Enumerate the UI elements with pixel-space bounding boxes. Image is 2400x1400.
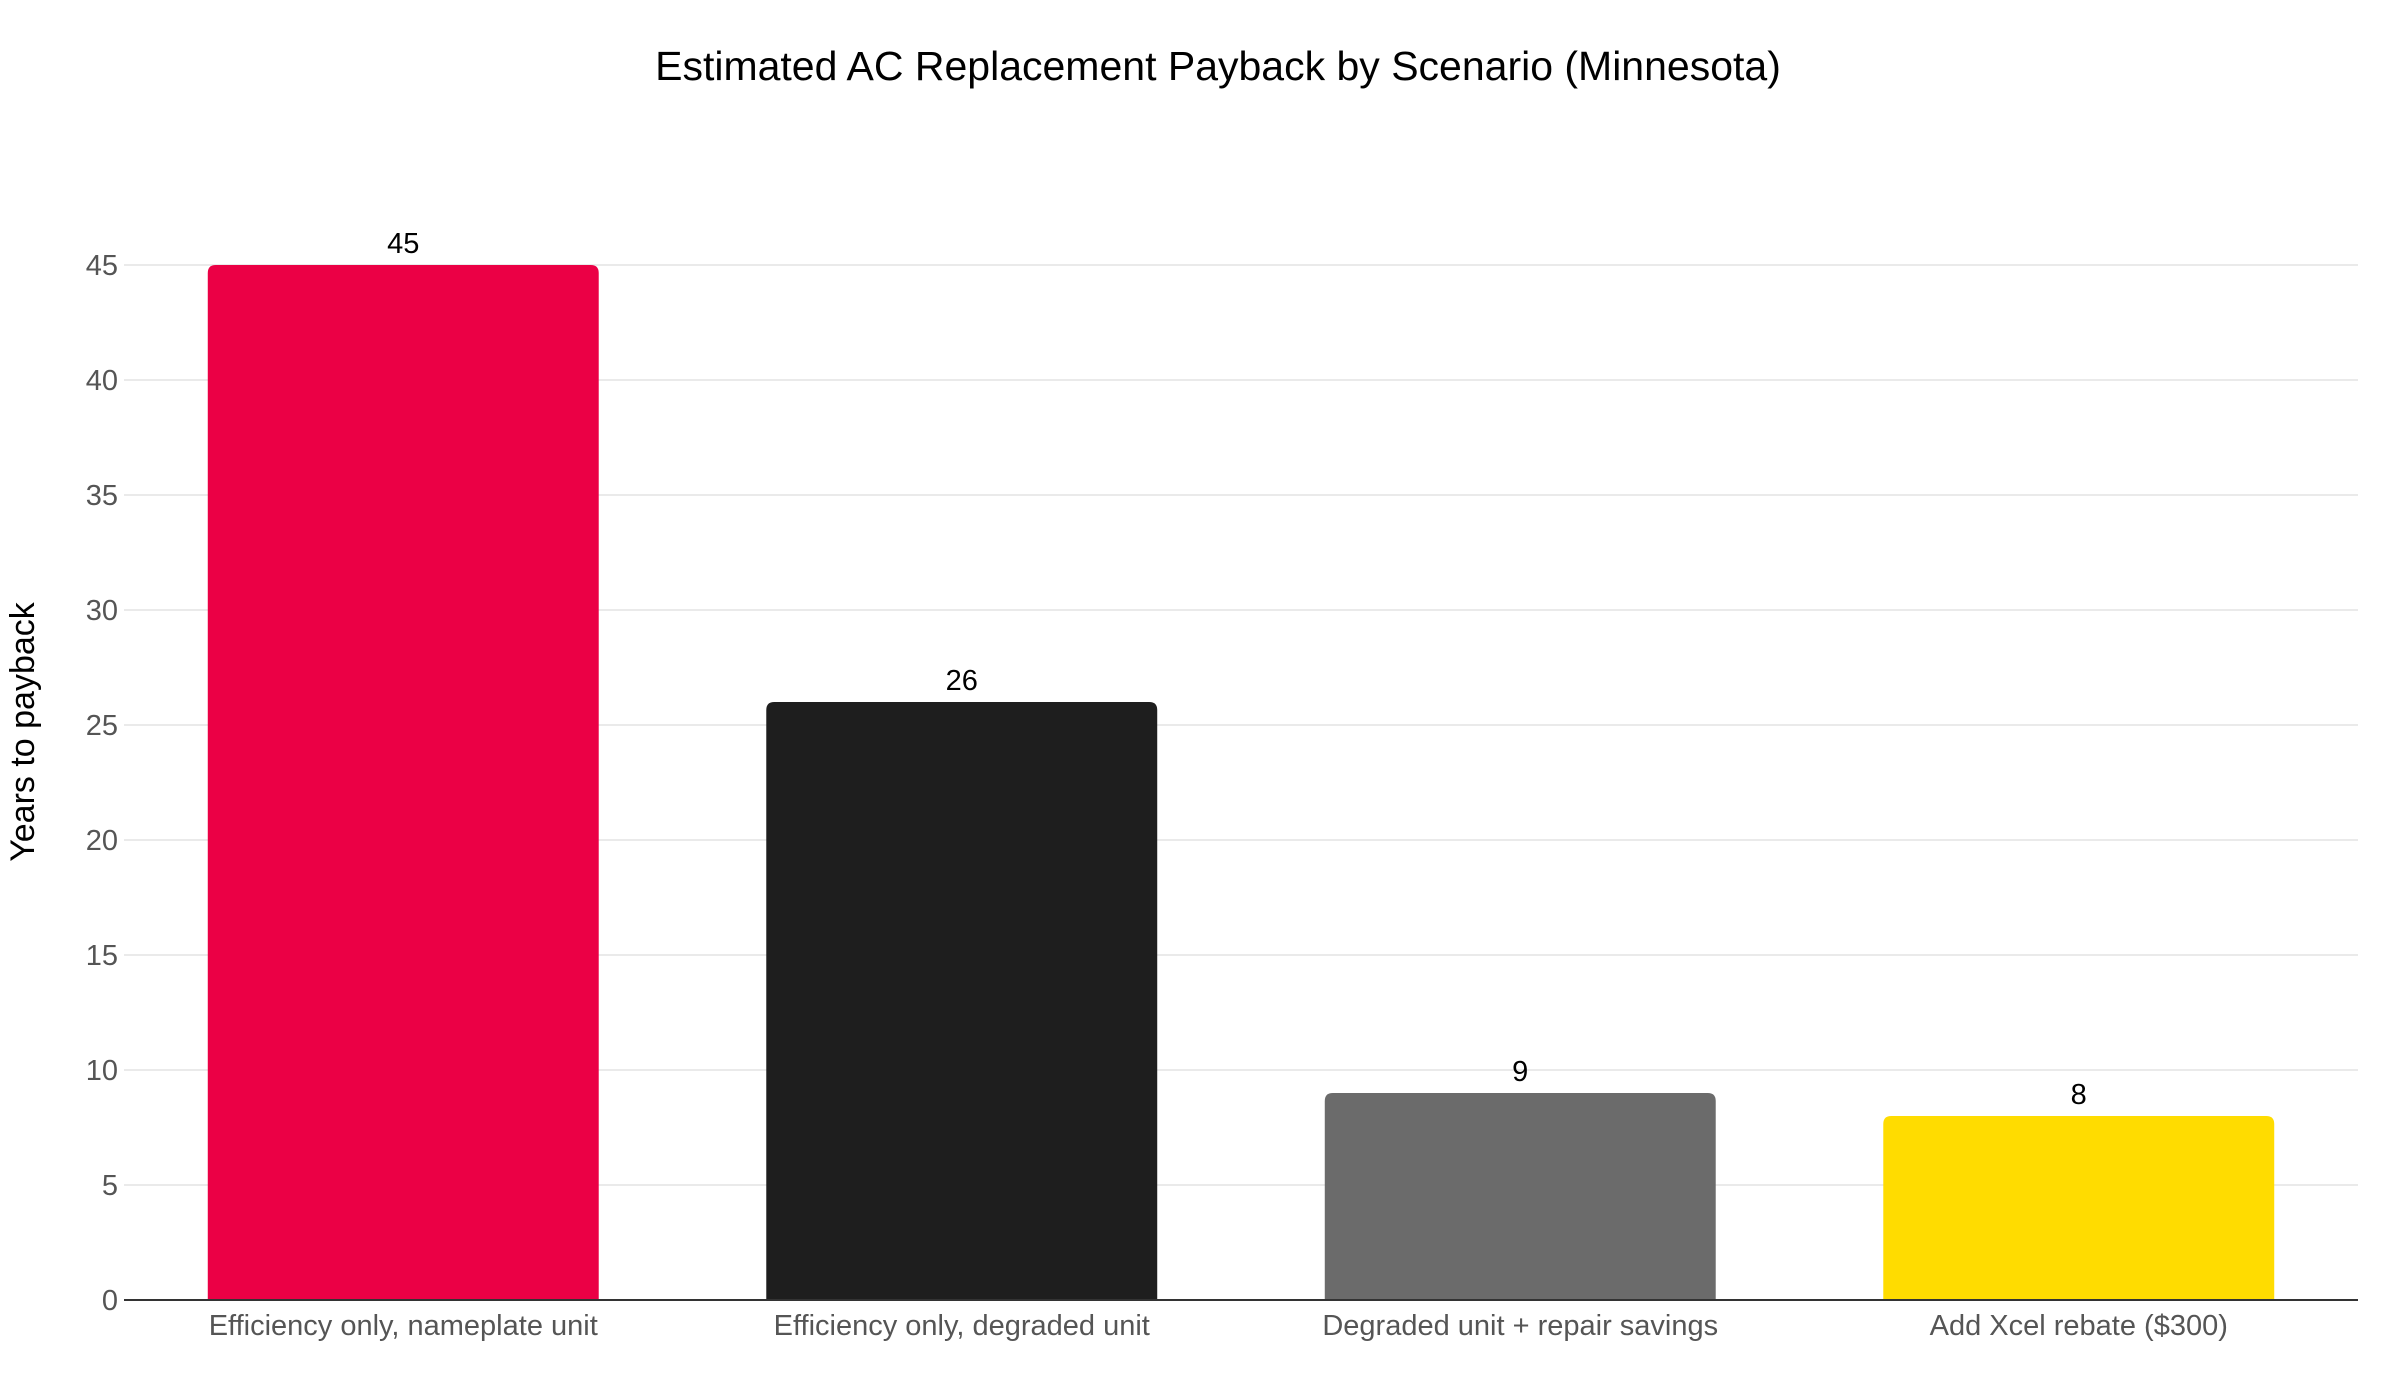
x-axis-categories: Efficiency only, nameplate unit Efficienc… (209, 1310, 2228, 1342)
data-labels: 45 26 9 8 (387, 228, 2087, 1111)
y-axis-label: Years to payback (4, 601, 42, 862)
data-label-3: 9 (1512, 1056, 1528, 1088)
chart-title: Estimated AC Replacement Payback by Scen… (655, 43, 1781, 89)
x-category-label-3: Degraded unit + repair savings (1322, 1310, 1718, 1342)
data-label-2: 26 (946, 665, 978, 697)
y-tick-label: 5 (102, 1170, 118, 1202)
bar-2[interactable] (766, 702, 1158, 1300)
y-tick-label: 10 (86, 1055, 118, 1087)
y-tick-label: 25 (86, 710, 118, 742)
x-category-label-4: Add Xcel rebate ($300) (1930, 1310, 2228, 1342)
data-label-4: 8 (2071, 1079, 2087, 1111)
x-category-label-1: Efficiency only, nameplate unit (209, 1310, 598, 1342)
y-tick-label: 30 (86, 595, 118, 627)
y-tick-label: 35 (86, 480, 118, 512)
data-label-1: 45 (387, 228, 419, 260)
y-tick-label: 40 (86, 365, 118, 397)
y-axis-ticks: 0 5 10 15 20 25 30 35 40 45 (86, 250, 118, 1317)
bar-4[interactable] (1883, 1116, 2275, 1300)
y-tick-label: 45 (86, 250, 118, 282)
bar-3[interactable] (1324, 1093, 1716, 1300)
x-category-label-2: Efficiency only, degraded unit (774, 1310, 1150, 1342)
y-tick-label: 20 (86, 825, 118, 857)
bars (207, 265, 2275, 1300)
y-tick-label: 0 (102, 1285, 118, 1317)
bar-1[interactable] (207, 265, 599, 1300)
y-tick-label: 15 (86, 940, 118, 972)
